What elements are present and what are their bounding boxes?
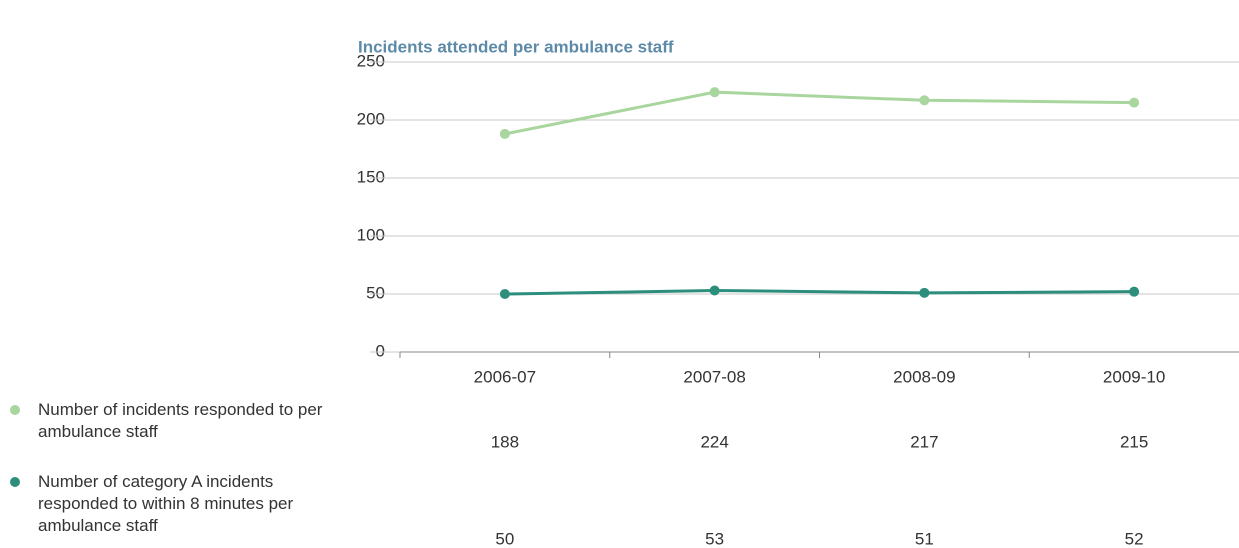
point xyxy=(1129,286,1140,297)
y-tick-label: 200 xyxy=(357,109,385,128)
point xyxy=(709,285,720,296)
point xyxy=(1129,97,1140,108)
value-label: 51 xyxy=(915,529,934,548)
point xyxy=(919,95,930,106)
legend-label: Number of incidents responded to per amb… xyxy=(38,400,323,441)
value-label: 215 xyxy=(1120,432,1148,451)
series-line xyxy=(504,289,1135,296)
value-label: 53 xyxy=(705,529,724,548)
x-tick-label: 2008-09 xyxy=(893,367,955,386)
y-tick-label: 150 xyxy=(357,167,385,186)
x-tick-label: 2007-08 xyxy=(683,367,745,386)
value-label: 188 xyxy=(491,432,519,451)
point xyxy=(499,289,510,299)
y-tick-label: 100 xyxy=(357,225,385,244)
point xyxy=(499,128,510,139)
y-tick-label: 0 xyxy=(376,341,385,360)
series-line xyxy=(504,90,1135,136)
point xyxy=(919,287,930,298)
legend-marker xyxy=(10,477,20,487)
y-tick-label: 50 xyxy=(366,283,385,302)
x-tick-label: 2009-10 xyxy=(1103,367,1165,386)
x-tick-label: 2006-07 xyxy=(474,367,536,386)
value-label: 217 xyxy=(910,432,938,451)
value-label: 224 xyxy=(700,432,728,451)
point xyxy=(709,87,720,98)
legend-marker xyxy=(10,405,20,415)
value-label: 50 xyxy=(495,529,514,548)
legend-label: Number of category A incidents responded… xyxy=(38,472,294,535)
y-tick-label: 250 xyxy=(357,51,385,70)
value-label: 52 xyxy=(1125,529,1144,548)
chart-title: Incidents attended per ambulance staff xyxy=(358,37,674,56)
